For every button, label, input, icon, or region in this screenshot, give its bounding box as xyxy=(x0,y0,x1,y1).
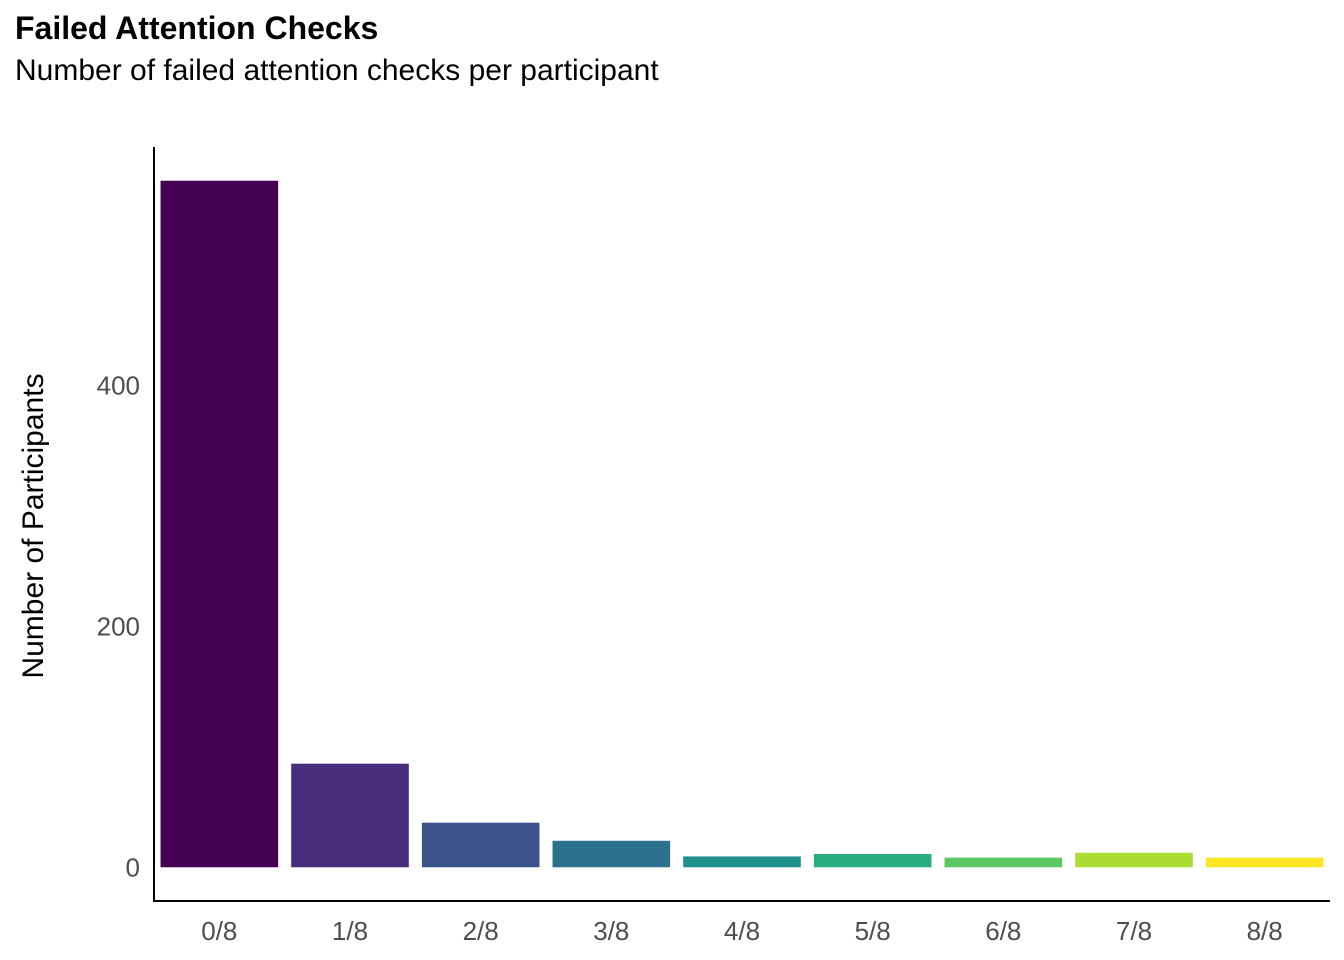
x-tick-label-3: 3/8 xyxy=(593,916,629,946)
y-tick-label-0: 0 xyxy=(126,852,140,882)
y-tick-label-1: 200 xyxy=(97,611,140,641)
bar-6 xyxy=(944,857,1063,868)
bar-5 xyxy=(813,854,932,868)
x-tick-label-2: 2/8 xyxy=(463,916,499,946)
bars-group xyxy=(160,180,1324,868)
x-tick-label-0: 0/8 xyxy=(201,916,237,946)
bar-1 xyxy=(291,763,409,868)
bar-7 xyxy=(1075,852,1193,868)
x-tick-label-4: 4/8 xyxy=(724,916,760,946)
chart-title: Failed Attention Checks xyxy=(15,10,379,46)
x-tick-label-8: 8/8 xyxy=(1247,916,1283,946)
x-tick-label-1: 1/8 xyxy=(332,916,368,946)
bar-0 xyxy=(160,180,279,868)
y-tick-label-2: 400 xyxy=(97,370,140,400)
bar-2 xyxy=(421,822,540,868)
y-tick-labels: 0 200 400 xyxy=(97,370,140,882)
bar-4 xyxy=(683,856,801,868)
y-axis-label: Number of Participants xyxy=(17,373,50,678)
x-tick-labels: 0/8 1/8 2/8 3/8 4/8 5/8 6/8 7/8 8/8 xyxy=(201,916,1282,946)
x-tick-label-7: 7/8 xyxy=(1116,916,1152,946)
x-tick-label-6: 6/8 xyxy=(985,916,1021,946)
bar-3 xyxy=(552,840,671,868)
chart-subtitle: Number of failed attention checks per pa… xyxy=(15,54,659,87)
x-tick-label-5: 5/8 xyxy=(855,916,891,946)
bar-8 xyxy=(1205,857,1324,868)
